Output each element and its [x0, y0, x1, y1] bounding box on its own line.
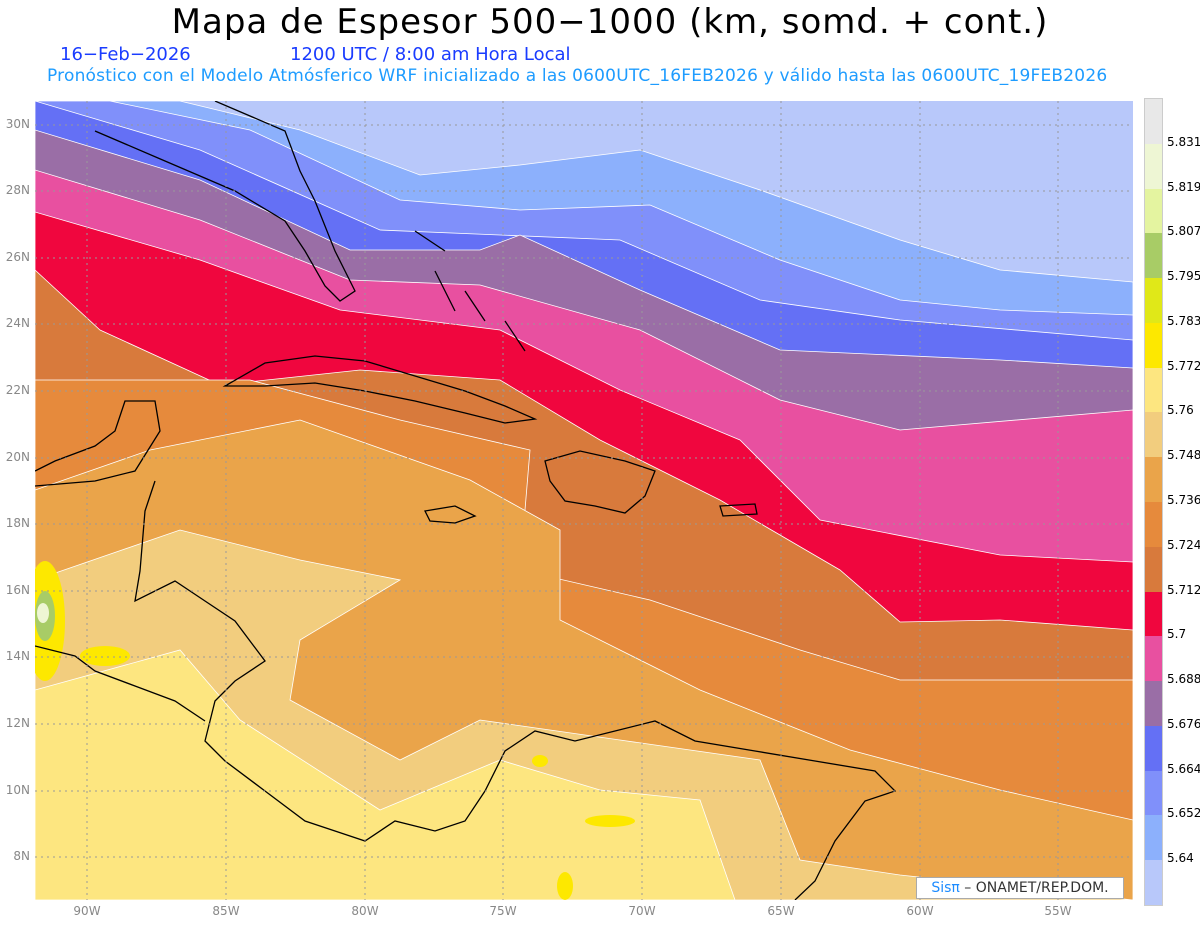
- colorbar-label: 5.807: [1167, 224, 1200, 239]
- lon-label: 70W: [628, 904, 656, 918]
- colorbar-swatch: [1145, 99, 1162, 144]
- colorbar-label: 5.688: [1167, 672, 1200, 687]
- lat-label: 30N: [5, 117, 30, 131]
- credit-brand: Sisπ: [931, 880, 960, 896]
- thickness-map: [35, 101, 1133, 900]
- colorbar-label: 5.676: [1167, 716, 1200, 731]
- colorbar-swatch: [1145, 591, 1162, 637]
- forecast-date: 16−Feb−2026: [60, 44, 191, 65]
- colorbar-label: 5.652: [1167, 806, 1200, 821]
- colorbar-swatch: [1145, 188, 1162, 234]
- lat-label: 14N: [5, 649, 30, 663]
- credit-text: – ONAMET/REP.DOM.: [959, 880, 1109, 896]
- map-title: Mapa de Espesor 500−1000 (km, somd. + co…: [171, 2, 1049, 42]
- colorbar-label: 5.724: [1167, 537, 1200, 552]
- thickness-bands: [35, 101, 1133, 900]
- thickness-blob: [80, 646, 130, 666]
- colorbar-label: 5.736: [1167, 493, 1200, 507]
- lat-label: 20N: [5, 450, 30, 464]
- lon-label: 85W: [212, 904, 240, 918]
- thickness-blob: [557, 872, 573, 900]
- puerto-rico-coast: [719, 503, 758, 517]
- colorbar-label: 5.772: [1167, 358, 1200, 373]
- bahamas-coast: [414, 230, 526, 352]
- colorbar-swatch: [1145, 322, 1162, 368]
- colorbar-swatch: [1145, 367, 1162, 413]
- lat-label: 22N: [5, 383, 30, 397]
- colorbar-label: 5.664: [1167, 761, 1200, 776]
- colorbar-label: 5.819: [1167, 179, 1200, 194]
- colorbar-label: 5.712: [1167, 582, 1200, 597]
- colorbar-swatch: [1145, 636, 1162, 682]
- colorbar-swatch: [1145, 770, 1162, 816]
- colorbar-swatch: [1145, 681, 1162, 726]
- colorbar-swatch: [1145, 457, 1162, 502]
- lat-label: 12N: [5, 716, 30, 730]
- lat-label: 28N: [5, 183, 30, 197]
- colorbar-label: 5.783: [1167, 313, 1200, 328]
- colorbar-swatch: [1145, 233, 1162, 279]
- lon-label: 65W: [767, 904, 795, 918]
- lon-label: 75W: [489, 904, 517, 918]
- lat-label: 24N: [5, 316, 30, 330]
- colorbar: [1144, 98, 1163, 906]
- credit-box: Sisπ – ONAMET/REP.DOM.: [916, 877, 1124, 899]
- colorbar-swatch: [1145, 725, 1162, 771]
- colorbar-swatch: [1145, 546, 1162, 592]
- coastlines: [35, 101, 897, 900]
- colorbar-label: 5.64: [1167, 851, 1194, 866]
- forecast-time: 1200 UTC / 8:00 am Hora Local: [290, 44, 571, 65]
- jamaica-coast: [424, 505, 477, 524]
- thickness-blob: [532, 755, 548, 767]
- thickness-blob: [585, 815, 635, 827]
- colorbar-swatch: [1145, 143, 1162, 189]
- thickness-blob: [37, 603, 49, 623]
- lon-label: 60W: [906, 904, 934, 918]
- central-america-coast: [35, 400, 897, 900]
- lat-label: 18N: [5, 516, 30, 530]
- colorbar-swatch: [1145, 502, 1162, 547]
- forecast-description: Pronóstico con el Modelo Atmósferico WRF…: [47, 66, 1108, 86]
- graticule: [35, 101, 1133, 900]
- colorbar-label: 5.831: [1167, 134, 1200, 149]
- colorbar-swatch: [1145, 412, 1162, 458]
- lon-label: 90W: [73, 904, 101, 918]
- lat-label: 26N: [5, 250, 30, 264]
- hispaniola-coast: [544, 450, 656, 514]
- thickness-band: [35, 649, 736, 900]
- lat-label: 8N: [13, 849, 30, 863]
- lon-label: 80W: [351, 904, 379, 918]
- colorbar-swatch: [1145, 278, 1162, 323]
- colorbar-swatch: [1145, 815, 1162, 861]
- colorbar-label: 5.748: [1167, 448, 1200, 463]
- colorbar-label: 5.795: [1167, 269, 1200, 284]
- lat-label: 16N: [5, 583, 30, 597]
- lat-label: 10N: [5, 783, 30, 797]
- colorbar-swatch: [1145, 860, 1162, 905]
- colorbar-label: 5.7: [1167, 627, 1187, 642]
- colorbar-label: 5.76: [1167, 403, 1194, 418]
- lon-label: 55W: [1044, 904, 1072, 918]
- cuba-coast: [222, 355, 538, 424]
